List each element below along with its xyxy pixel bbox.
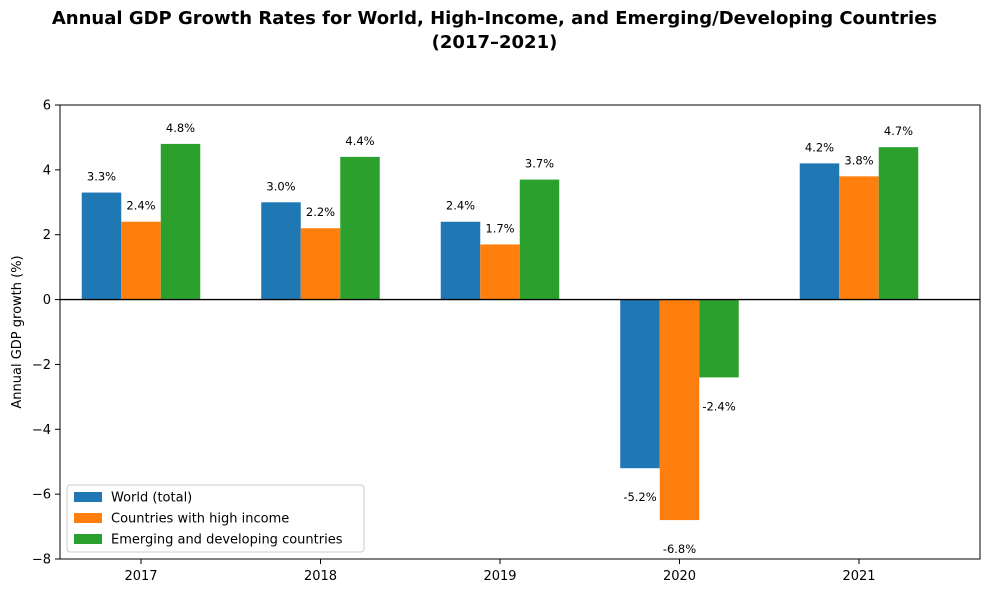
bar-data-label: -5.2% [623, 490, 656, 504]
y-tick-label: −6 [32, 488, 51, 503]
y-tick-label: 4 [43, 163, 51, 178]
plot-frame [59, 104, 981, 560]
x-axis: 2017 2018 2019 2020 2021 [124, 559, 876, 584]
x-tick-label: 2020 [663, 569, 696, 584]
bar [340, 156, 380, 300]
legend-entry: Emerging and developing countries [111, 533, 343, 548]
bar-data-label: 3.3% [87, 170, 116, 184]
y-tick-label: −4 [32, 423, 51, 438]
legend-box [66, 484, 365, 553]
legend-swatch [74, 534, 102, 544]
legend-swatch [74, 513, 102, 523]
bar-data-label: 4.4% [345, 134, 374, 148]
bar-data-label: 4.8% [166, 121, 195, 135]
bar-data-label: 2.4% [126, 199, 155, 213]
bar-data-label: 4.2% [805, 140, 834, 154]
y-tick-label: 6 [43, 99, 51, 114]
y-tick-label: −8 [32, 553, 51, 568]
legend: World (total) Countries with high income E… [66, 484, 365, 553]
bar [121, 221, 161, 300]
bar [519, 179, 560, 300]
bars-group [81, 143, 919, 521]
bar [261, 202, 301, 300]
bar-data-label: 4.7% [884, 124, 913, 138]
bar [620, 299, 660, 469]
legend-entry: World (total) [111, 491, 192, 506]
bar [839, 176, 879, 300]
bar-data-label: 2.2% [306, 205, 335, 219]
chart-title-line1: Annual GDP Growth Rates for World, High-… [52, 8, 937, 29]
legend-swatch [74, 492, 102, 502]
y-tick-label: 2 [43, 228, 51, 243]
y-axis: −8 −6 −4 −2 0 2 4 6 [32, 99, 60, 568]
y-axis-label: Annual GDP growth (%) [10, 255, 25, 408]
bar-data-label: -2.4% [702, 399, 735, 413]
bar [480, 244, 520, 300]
bar [81, 192, 122, 300]
legend-entry: Countries with high income [111, 512, 289, 527]
x-tick-label: 2018 [304, 569, 337, 584]
bar [300, 228, 341, 300]
bar-data-label: -6.8% [663, 542, 696, 556]
bar-data-label: 3.8% [844, 153, 873, 167]
bar [799, 163, 840, 300]
y-tick-label: 0 [43, 293, 51, 308]
chart-title-line2: (2017–2021) [432, 32, 558, 53]
x-tick-label: 2017 [124, 569, 157, 584]
bar-data-label: 3.7% [525, 157, 554, 171]
bar [699, 299, 739, 378]
bar [440, 221, 481, 300]
bar-data-label: 1.7% [485, 221, 514, 235]
bar-data-label: 2.4% [446, 199, 475, 213]
bar-data-label: 3.0% [266, 179, 295, 193]
y-tick-label: −2 [32, 358, 51, 373]
x-tick-label: 2021 [842, 569, 875, 584]
bar [659, 299, 700, 521]
bar [160, 143, 201, 300]
bar [878, 147, 919, 300]
x-tick-label: 2019 [483, 569, 516, 584]
data-labels-group: 3.3% 2.4% 4.8% 3.0% 2.2% 4.4% 2.4% 1.7% 3.7% -5.2… [87, 121, 913, 556]
